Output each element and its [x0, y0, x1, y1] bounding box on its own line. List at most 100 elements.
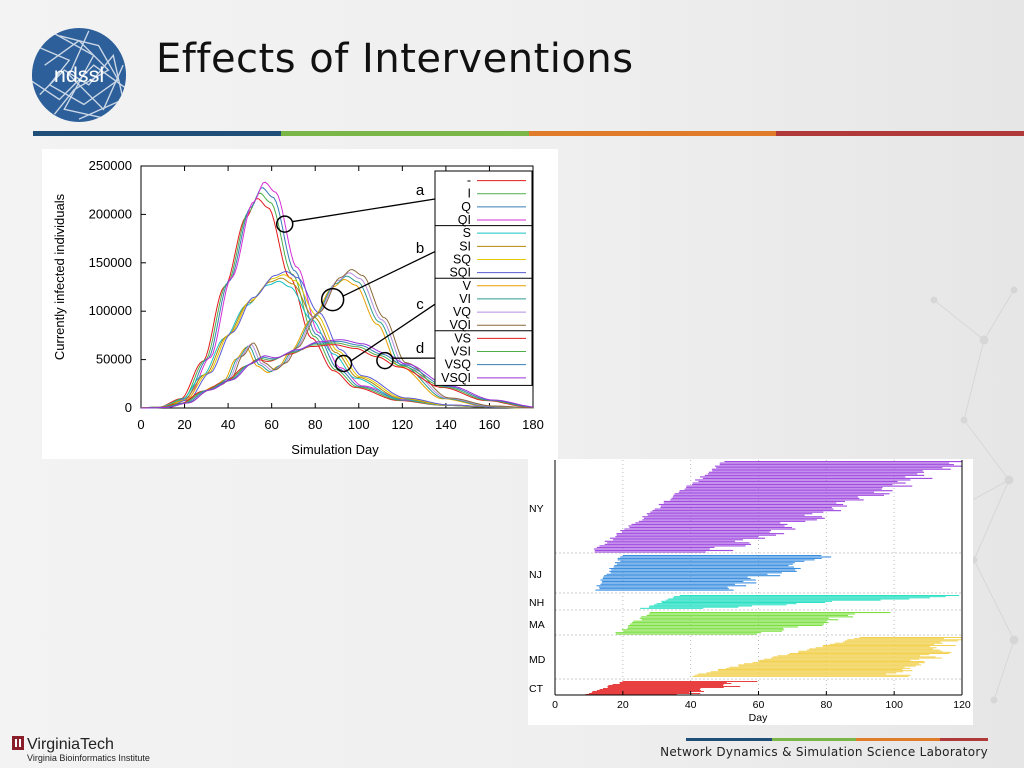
timeline-bar-CT [608, 685, 724, 686]
x-tick-label: 60 [753, 699, 765, 711]
timeline-bar-NY [670, 499, 864, 501]
timeline-bar-NJ [613, 566, 795, 568]
annotation-leader-a [291, 198, 436, 223]
timeline-bar-NJ [609, 567, 801, 570]
timeline-bar-MD [706, 672, 897, 674]
timeline-bar-NY [702, 477, 933, 480]
annotation-letter-b: b [416, 240, 424, 257]
timeline-bar-MD [725, 667, 911, 669]
timeline-bar-NY [712, 470, 923, 472]
x-tick-label: 0 [137, 417, 144, 432]
timeline-bar-NJ [620, 556, 832, 558]
annotation-leader-c [350, 303, 436, 362]
x-tick-label: 120 [391, 417, 413, 432]
timeline-bar-NY [624, 528, 796, 530]
annotation-circle-d [376, 351, 394, 370]
timeline-bar-NY [652, 510, 842, 512]
timeline-bar-NJ [620, 560, 805, 562]
y-tick-label: 200000 [89, 206, 132, 221]
timeline-bar-NH [665, 599, 881, 601]
timeline-bar-MD [738, 664, 922, 666]
timeline-bar-CT [596, 690, 701, 691]
timeline-bar-MD [859, 637, 962, 638]
timeline-bar-MA [649, 612, 891, 614]
ndssl-logo: ndssl [31, 27, 127, 123]
timeline-bar-CT [591, 692, 690, 693]
timeline-bar-NH [640, 607, 704, 609]
timeline-bar-MD [843, 641, 941, 643]
x-tick-label: 100 [348, 417, 370, 432]
timeline-bar-NJ [609, 570, 797, 572]
annotation-leader-b [342, 250, 436, 297]
timeline-bar-NJ [611, 569, 796, 571]
title-rule-orange [529, 131, 776, 136]
timeline-bar-NY [622, 531, 770, 533]
timeline-bar-NJ [602, 580, 744, 582]
legend-label: VQ [453, 305, 471, 319]
timeline-bar-NJ [606, 573, 768, 575]
vbi-institute-label: Virginia Bioinformatics Institute [27, 753, 150, 763]
epidemic-curve-chart-panel: 0 20 40 60 80 100 120 140 160 180 0 50000 100000 1500… [42, 149, 558, 459]
legend-label: S [463, 226, 471, 240]
timeline-bar-MA [615, 632, 762, 634]
timeline-bar-NJ [599, 586, 728, 588]
timeline-bars [585, 461, 962, 695]
x-tick-label: 60 [264, 417, 278, 432]
timeline-bar-MA [627, 627, 784, 629]
timeline-bar-NY [607, 542, 750, 544]
timeline-bar-NY [673, 494, 884, 496]
legend-label: VSI [451, 345, 471, 359]
timeline-bar-NY [684, 488, 882, 490]
x-tick-label: 180 [522, 417, 544, 432]
timeline-bar-MA [628, 626, 798, 628]
state-label-NJ: NJ [529, 569, 542, 581]
timeline-bar-MA [621, 629, 785, 631]
legend-label: - [467, 174, 471, 188]
timeline-bar-NY [620, 530, 771, 532]
legend-label: VSQ [445, 358, 472, 372]
timeline-bar-NY [716, 467, 943, 469]
state-timeline-chart: NY NJ NH MA MD CT 0 20 40 60 80 100 120 Day [529, 460, 971, 724]
series-line-VSQI [141, 339, 534, 409]
legend-label: VI [459, 292, 471, 306]
timeline-bar-MD [738, 665, 916, 667]
x-axis-label: Simulation Day [291, 442, 379, 457]
y-tick-label: 0 [125, 400, 132, 415]
legend-label: VQI [449, 318, 471, 332]
legend-label: SI [459, 239, 471, 253]
state-label-CT: CT [529, 683, 544, 695]
annotation-letter-a: a [416, 182, 425, 199]
x-tick-label: 20 [617, 699, 629, 711]
timeline-bar-NY [631, 523, 788, 526]
timeline-bar-NY [686, 487, 883, 489]
timeline-bar-NY [646, 513, 813, 515]
timeline-bar-CT [612, 684, 724, 685]
timeline-bar-MA [623, 630, 783, 632]
x-tick-label: 40 [685, 699, 697, 711]
footer-rule-green [772, 738, 856, 741]
timeline-bar-NY [599, 545, 746, 547]
timeline-bar-MD [759, 659, 911, 661]
annotation-letter-d: d [416, 340, 424, 357]
vt-wordmark: VirginiaTech [27, 736, 114, 753]
timeline-bar-NJ [601, 582, 757, 584]
x-tick-label: 80 [308, 417, 322, 432]
timeline-bar-MA [633, 620, 827, 622]
timeline-bar-MA [646, 614, 849, 616]
timeline-bar-NY [593, 548, 710, 550]
timeline-bar-NY [660, 505, 847, 507]
timeline-bar-NY [695, 479, 911, 481]
x-tick-label: 100 [885, 699, 903, 711]
y-tick-label: 250000 [89, 158, 132, 173]
timeline-bar-NY [594, 549, 734, 552]
timeline-bar-NY [604, 543, 752, 545]
virginia-tech-logo: VirginiaTech Virginia Bioinformatics Ins… [12, 736, 150, 763]
legend-label: V [463, 279, 472, 293]
legend-label: VS [454, 331, 471, 345]
timeline-bar-MD [710, 671, 904, 673]
timeline-bar-NY [707, 473, 918, 475]
timeline-bar-MD [717, 670, 913, 672]
timeline-bar-NY [612, 539, 743, 541]
timeline-bar-NJ [599, 588, 729, 590]
